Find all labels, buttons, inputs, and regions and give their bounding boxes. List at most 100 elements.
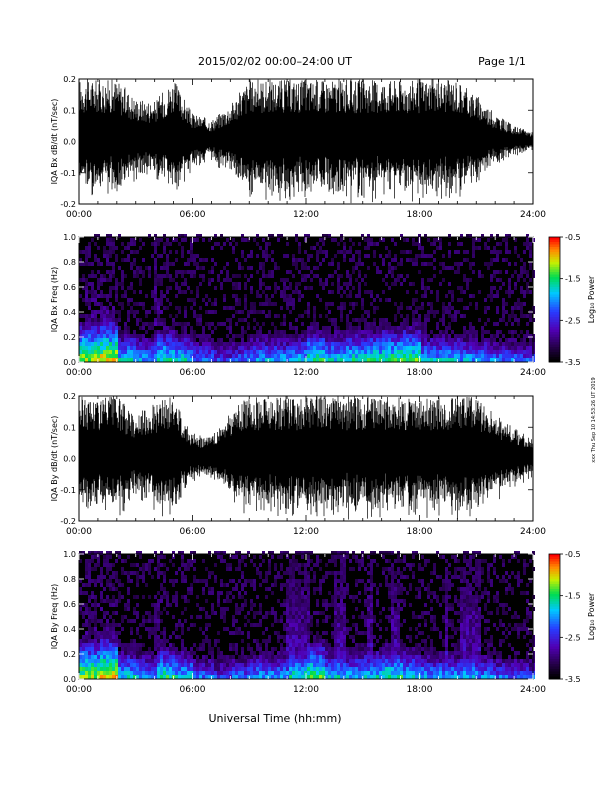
spectrogram-cell xyxy=(160,266,163,270)
spectrogram-cell xyxy=(190,651,193,655)
spectrogram-cell xyxy=(154,274,157,278)
spectrogram-cell xyxy=(133,563,136,567)
spectrogram-cell xyxy=(184,338,187,342)
spectrogram-cell xyxy=(307,571,310,575)
spectrogram-cell xyxy=(523,354,526,358)
spectrogram-cell xyxy=(151,603,154,607)
spectrogram-cell xyxy=(187,675,190,679)
spectrogram-cell xyxy=(370,615,373,619)
spectrogram-cell xyxy=(253,302,256,306)
spectrogram-cell xyxy=(118,302,121,306)
spectrogram-cell xyxy=(289,579,292,583)
spectrogram-cell xyxy=(97,663,100,667)
spectrogram-cell xyxy=(385,274,388,278)
spectrogram-cell xyxy=(292,671,295,675)
spectrogram-cell xyxy=(220,322,223,326)
spectrogram-cell xyxy=(385,346,388,350)
spectrogram-cell xyxy=(118,346,121,350)
spectrogram-cell xyxy=(214,326,217,330)
spectrogram-cell xyxy=(382,567,385,571)
spectrogram-cell xyxy=(337,350,340,354)
spectrogram-cell xyxy=(130,639,133,643)
colorbar-step xyxy=(549,319,560,323)
spectrogram-cell xyxy=(274,350,277,354)
spectrogram-cell xyxy=(367,663,370,667)
spectrogram-cell xyxy=(340,623,343,627)
spectrogram-cell xyxy=(187,342,190,346)
spectrogram-cell xyxy=(343,290,346,294)
spectrogram-cell xyxy=(340,627,343,631)
spectrogram-cell xyxy=(475,306,478,310)
spectrogram-cell xyxy=(364,346,367,350)
spectrogram-cell xyxy=(409,330,412,334)
spectrogram-cell xyxy=(442,342,445,346)
spectrogram-cell xyxy=(376,587,379,591)
spectrogram-cell xyxy=(97,330,100,334)
spectrogram-cell xyxy=(202,655,205,659)
spectrogram-cell xyxy=(388,595,391,599)
spectrogram-cell xyxy=(289,607,292,611)
spectrogram-cell xyxy=(199,258,202,262)
spectrogram-cell xyxy=(391,631,394,635)
spectrogram-cell xyxy=(286,591,289,595)
spectrogram-cell xyxy=(319,334,322,338)
spectrogram-cell xyxy=(340,675,343,679)
spectrogram-cell xyxy=(91,555,94,559)
spectrogram-cell xyxy=(142,615,145,619)
spectrogram-cell xyxy=(163,643,166,647)
spectrogram-cell xyxy=(415,322,418,326)
spectrogram-cell xyxy=(412,675,415,679)
spectrogram-cell xyxy=(481,338,484,342)
spectrogram-cell xyxy=(220,591,223,595)
spectrogram-cell xyxy=(430,358,433,362)
spectrogram-cell xyxy=(364,326,367,330)
spectrogram-cell xyxy=(181,250,184,254)
spectrogram-cell xyxy=(97,354,100,358)
spectrogram-cell xyxy=(388,607,391,611)
spectrogram-cell xyxy=(178,334,181,338)
spectrogram-cell xyxy=(322,326,325,330)
spectrogram-cell xyxy=(259,611,262,615)
spectrogram-cell xyxy=(157,611,160,615)
spectrogram-cell xyxy=(295,262,298,266)
spectrogram-cell xyxy=(298,671,301,675)
spectrogram-cell xyxy=(190,587,193,591)
spectrogram-cell xyxy=(301,358,304,362)
spectrogram-cell xyxy=(487,294,490,298)
spectrogram-cell xyxy=(202,639,205,643)
spectrogram-cell xyxy=(214,346,217,350)
spectrogram-cell xyxy=(211,647,214,651)
spectrogram-cell xyxy=(286,615,289,619)
spectrogram-cell xyxy=(259,623,262,627)
spectrogram-cell xyxy=(124,675,127,679)
spectrogram-cell xyxy=(451,294,454,298)
spectrogram-cell xyxy=(379,346,382,350)
spectrogram-cell xyxy=(157,354,160,358)
spectrogram-cell xyxy=(148,274,151,278)
spectrogram-cell xyxy=(439,334,442,338)
spectrogram-cell xyxy=(307,663,310,667)
spectrogram-cell xyxy=(178,234,181,238)
spectrogram-cell xyxy=(109,667,112,671)
spectrogram-cell xyxy=(250,342,253,346)
spectrogram-cell xyxy=(283,675,286,679)
spectrogram-cell xyxy=(106,611,109,615)
spectrogram-cell xyxy=(82,342,85,346)
spectrogram-cell xyxy=(250,274,253,278)
spectrogram-cell xyxy=(304,274,307,278)
spectrogram-cell xyxy=(382,258,385,262)
spectrogram-cell xyxy=(217,555,220,559)
spectrogram-cell xyxy=(478,342,481,346)
spectrogram-cell xyxy=(370,675,373,679)
spectrogram-cell xyxy=(343,282,346,286)
spectrogram-cell xyxy=(166,242,169,246)
spectrogram-cell xyxy=(334,611,337,615)
spectrogram-cell xyxy=(379,334,382,338)
spectrogram-cell xyxy=(292,651,295,655)
spectrogram-cell xyxy=(154,258,157,262)
spectrogram-cell xyxy=(379,635,382,639)
spectrogram-cell xyxy=(388,358,391,362)
spectrogram-cell xyxy=(79,258,82,262)
spectrogram-cell xyxy=(319,238,322,242)
spectrogram-cell xyxy=(127,242,130,246)
